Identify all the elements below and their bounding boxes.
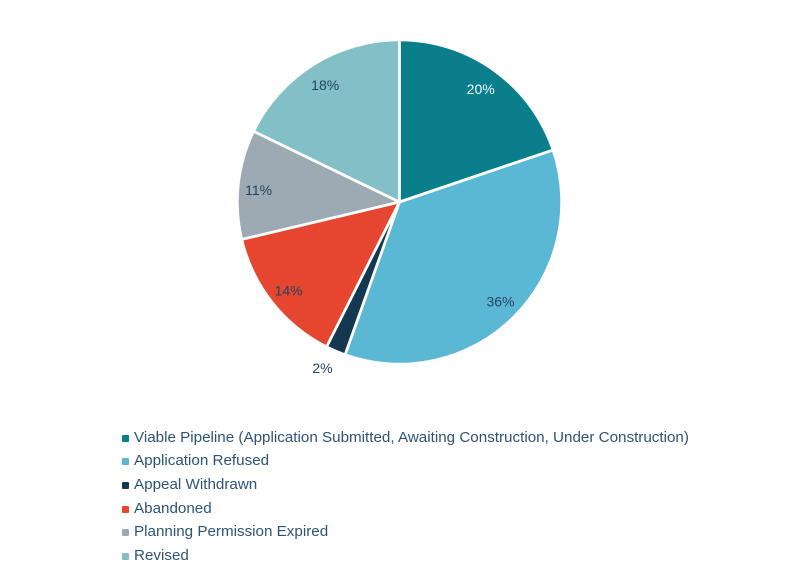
svg-text:11%: 11% bbox=[245, 182, 272, 198]
svg-text:18%: 18% bbox=[311, 77, 339, 93]
svg-text:20%: 20% bbox=[467, 81, 495, 97]
svg-text:2%: 2% bbox=[312, 360, 332, 376]
svg-text:14%: 14% bbox=[275, 282, 303, 298]
svg-text:36%: 36% bbox=[486, 294, 514, 310]
